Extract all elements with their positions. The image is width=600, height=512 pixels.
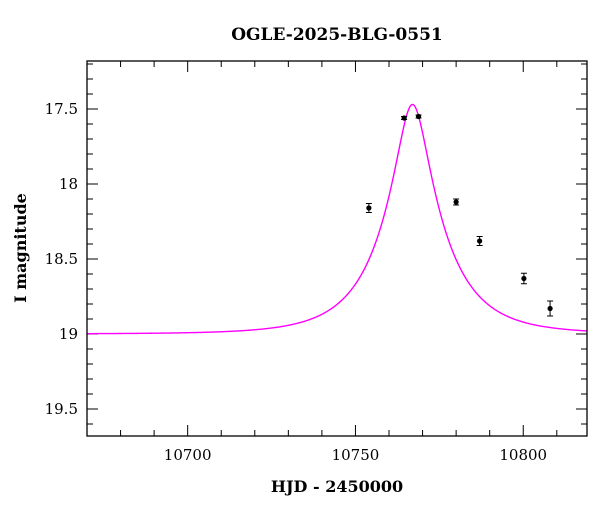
data-point bbox=[476, 236, 483, 246]
data-marker bbox=[477, 238, 483, 244]
data-point bbox=[415, 113, 422, 120]
data-marker bbox=[366, 205, 372, 211]
chart-title: OGLE-2025-BLG-0551 bbox=[231, 25, 443, 45]
data-marker bbox=[547, 305, 553, 312]
x-tick-label: 10800 bbox=[499, 446, 547, 464]
data-marker bbox=[521, 275, 527, 282]
data-point bbox=[547, 300, 554, 317]
y-tick-label: 18 bbox=[59, 175, 78, 193]
plot-frame bbox=[86, 60, 588, 437]
model-curve bbox=[87, 103, 588, 335]
data-marker bbox=[415, 113, 422, 120]
data-point bbox=[365, 203, 372, 213]
x-tick-label: 10700 bbox=[164, 446, 212, 464]
x-tick-label: 10750 bbox=[332, 446, 380, 464]
ticks-layer: 10700 10750 10800 17.5 18 18.5 19 19.5 bbox=[45, 61, 587, 464]
data-point bbox=[520, 272, 527, 285]
data-point bbox=[401, 115, 408, 121]
points-layer bbox=[365, 113, 554, 317]
data-point bbox=[453, 198, 460, 206]
y-axis-label: I magnitude bbox=[11, 193, 30, 303]
data-marker bbox=[401, 115, 407, 121]
x-axis-label: HJD - 2450000 bbox=[271, 477, 403, 496]
y-tick-label: 18.5 bbox=[45, 250, 78, 268]
y-tick-label: 17.5 bbox=[45, 100, 78, 118]
data-marker bbox=[453, 199, 459, 205]
curve-layer bbox=[87, 103, 588, 335]
y-tick-label: 19.5 bbox=[45, 400, 78, 418]
y-tick-label: 19 bbox=[59, 325, 78, 343]
